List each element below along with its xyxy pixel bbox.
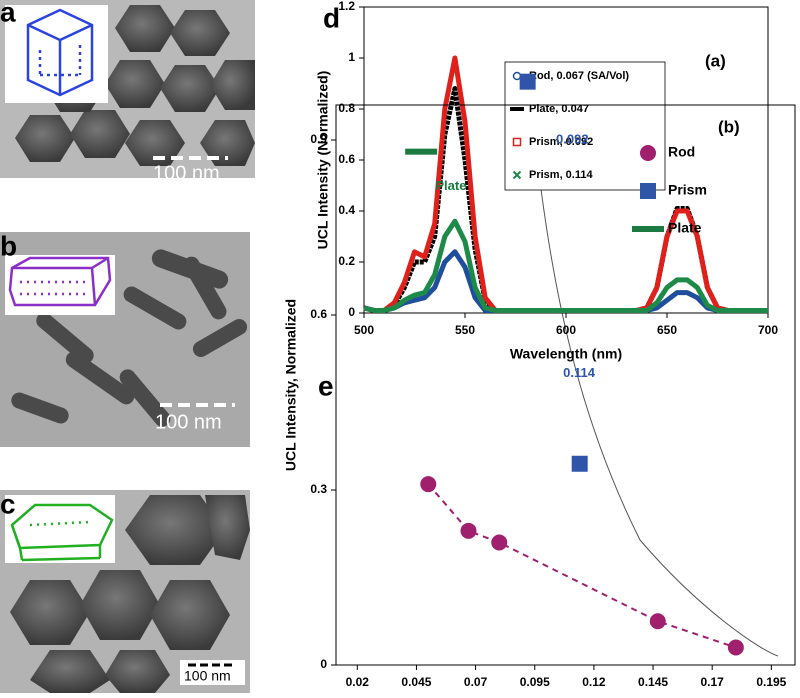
- panel-label: c: [0, 488, 16, 519]
- x-tick-label: 650: [657, 323, 677, 337]
- legend-label: Plate, 0.047: [529, 103, 589, 115]
- annotation: (a): [705, 51, 726, 70]
- y-tick-label: 0.6: [338, 152, 355, 166]
- x-tick-label: 550: [455, 323, 475, 337]
- tem-image-c: [0, 490, 250, 693]
- legend-label: Plate: [668, 220, 702, 236]
- panel-label: d: [323, 2, 340, 33]
- point-label: 0.092: [556, 131, 589, 146]
- y-axis-label: UCL Intensity (Normalized): [315, 71, 331, 250]
- marker: [727, 639, 744, 656]
- scale-bar-label: 100 nm: [153, 162, 220, 184]
- panel-label: a: [0, 0, 16, 27]
- x-tick-label: 0.17: [701, 675, 725, 689]
- marker: [460, 522, 477, 539]
- x-tick-label: 0.045: [401, 675, 431, 689]
- point-label: Plate: [435, 178, 466, 193]
- marker: [512, 137, 522, 147]
- plot-frame: [335, 104, 796, 666]
- marker: [571, 455, 588, 472]
- scale-bar-label: 100 nm: [184, 668, 231, 684]
- panel-label: b: [0, 230, 17, 261]
- x-tick-label: 600: [556, 323, 576, 337]
- x-tick-label: 700: [758, 323, 778, 337]
- tem-image-b: [0, 232, 250, 447]
- y-tick-label: 0.4: [338, 203, 355, 217]
- y-axis-label: UCL Intensity, Normalized: [283, 299, 299, 471]
- legend-label: Rod: [668, 144, 695, 160]
- annotation: (b): [718, 117, 740, 136]
- legend-label: Rod, 0.067 (SA/Vol): [529, 70, 629, 82]
- y-tick-label: 0.2: [338, 254, 355, 268]
- marker: [640, 183, 656, 199]
- y-tick-label: 0: [320, 657, 327, 671]
- marker: [420, 476, 437, 493]
- y-tick-label: 0.9: [310, 132, 327, 146]
- x-tick-label: 0.145: [638, 675, 668, 689]
- x-tick-label: 0.07: [464, 675, 488, 689]
- x-tick-label: 0.02: [346, 675, 370, 689]
- marker: [405, 148, 438, 155]
- x-tick-label: 0.195: [756, 675, 786, 689]
- legend-label: Prism, 0.092: [529, 136, 593, 148]
- y-tick-label: 0.3: [310, 482, 327, 496]
- y-tick-label: 1.2: [338, 0, 355, 13]
- y-tick-label: 0.6: [310, 307, 327, 321]
- series-line: [363, 218, 768, 313]
- panel-label: e: [318, 370, 334, 401]
- y-tick-label: 1: [348, 50, 355, 64]
- legend-label: Prism, 0.114: [529, 169, 593, 181]
- x-tick-label: 500: [354, 323, 374, 337]
- point-label: 0.114: [563, 365, 596, 380]
- y-tick-label: 0.8: [338, 101, 355, 115]
- legend-label: Prism: [668, 182, 707, 198]
- x-axis-label: Wavelength (nm): [510, 346, 622, 362]
- fit-curve: [532, 119, 779, 657]
- trend-line: [427, 483, 737, 649]
- marker: [640, 145, 656, 161]
- tem-image-a: [0, 0, 255, 178]
- marker: [649, 613, 666, 630]
- x-tick-label: 0.12: [582, 675, 606, 689]
- y-tick-label: 0: [348, 305, 355, 319]
- scale-bar-label: 100 nm: [155, 411, 222, 433]
- marker: [512, 170, 522, 180]
- marker: [491, 534, 508, 551]
- x-tick-label: 0.095: [520, 675, 550, 689]
- marker: [632, 226, 664, 232]
- marker: [519, 73, 536, 90]
- marker: [510, 107, 524, 111]
